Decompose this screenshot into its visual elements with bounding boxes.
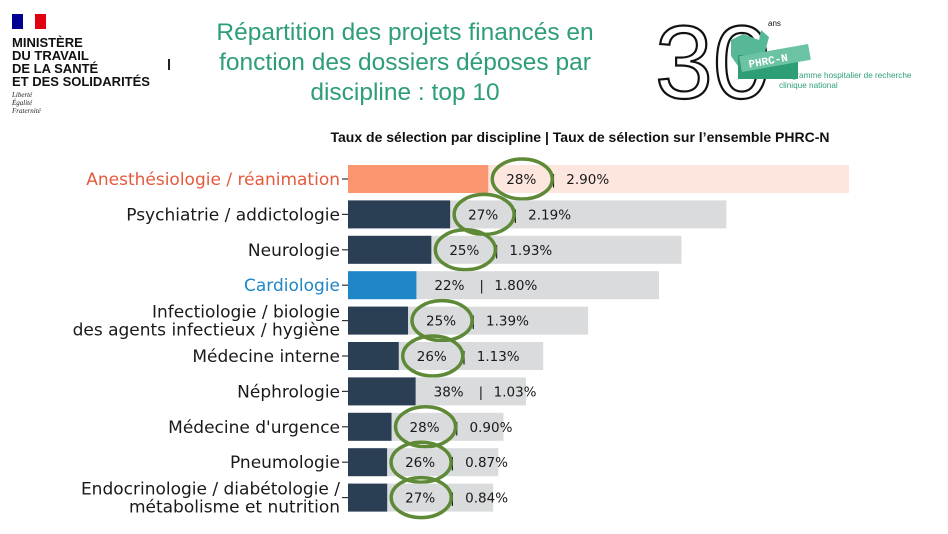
motto-line: Égalité xyxy=(12,99,33,107)
overall-rate-label: 0.90% xyxy=(470,420,513,436)
category-label: Anesthésiologie / réanimation xyxy=(86,170,340,190)
logo-caption-line: clinique national xyxy=(779,81,838,90)
label-separator: | xyxy=(479,384,484,400)
ministry-name: MINISTÈRE DU TRAVAIL DE LA SANTÉ ET DES … xyxy=(12,36,187,88)
selection-rate-label: 25% xyxy=(426,314,456,330)
ministry-name-line: DE LA SANTÉ xyxy=(12,61,99,76)
ministry-name-line: MINISTÈRE xyxy=(12,35,83,50)
highlight-circle xyxy=(389,475,453,520)
label-separator: | xyxy=(479,278,484,294)
bar-foreground xyxy=(348,306,409,335)
chart-subtitle: Taux de sélection par discipline | Taux … xyxy=(330,129,830,145)
bar-foreground xyxy=(348,271,417,300)
overall-rate-label: 1.80% xyxy=(494,278,537,294)
selection-rate-label: 38% xyxy=(434,384,464,400)
overall-rate-label: 0.84% xyxy=(465,491,508,507)
selection-rate-label: 28% xyxy=(506,172,536,188)
selection-rate-label: 28% xyxy=(410,420,440,436)
logo-caption-line: Programme hospitalier de recherche xyxy=(779,71,912,80)
bar-foreground xyxy=(348,235,432,264)
category-label: Cardiologie xyxy=(244,276,340,296)
bar-foreground xyxy=(348,377,416,406)
title-line: fonction des dossiers déposes par xyxy=(219,49,591,76)
category-label: Médecine interne xyxy=(192,347,340,367)
bar-foreground xyxy=(348,200,451,229)
overall-rate-label: 2.19% xyxy=(528,207,571,223)
category-label: Infectiologie / biologie des agents infec… xyxy=(73,303,340,341)
category-label: Endocrinologie / diabétologie / métabolis… xyxy=(81,480,340,518)
overall-rate-label: 1.93% xyxy=(509,243,552,259)
selection-rate-label: 25% xyxy=(449,243,479,259)
highlight-circle xyxy=(490,157,555,201)
overall-rate-label: 0.87% xyxy=(465,455,508,471)
category-label: Pneumologie xyxy=(230,453,340,473)
ministry-motto: Liberté Égalité Fraternité xyxy=(12,91,187,115)
bar-foreground xyxy=(348,412,392,441)
overall-rate-label: 1.39% xyxy=(486,314,529,330)
title-line: discipline : top 10 xyxy=(310,79,500,106)
highlight-circle xyxy=(410,298,474,343)
phrc-anniversary-logo: 30 ans PHRC-N Programme hospitalier de r… xyxy=(655,10,912,110)
highlight-circle xyxy=(401,334,465,378)
category-label: Psychiatrie / addictologie xyxy=(126,205,340,225)
highlight-circle xyxy=(393,405,458,449)
flag-white xyxy=(23,14,35,29)
category-label: Neurologie xyxy=(248,241,340,261)
title-line: Répartition des projets financés en xyxy=(216,19,594,46)
selection-rate-label: 27% xyxy=(405,491,435,507)
logo-superscript: ans xyxy=(768,19,781,28)
bar-foreground xyxy=(348,342,399,370)
overall-rate-label: 2.90% xyxy=(566,172,609,188)
bar-foreground xyxy=(348,165,489,193)
category-label: Médecine d'urgence xyxy=(168,418,340,438)
flag-red xyxy=(34,14,46,29)
discipline-bar-chart: Anesthésiologie / réanimation 28% | 2.90% Ps… xyxy=(73,157,849,520)
selection-rate-label: 22% xyxy=(434,278,464,294)
category-label: Néphrologie xyxy=(237,382,340,402)
bar-foreground xyxy=(348,448,388,477)
overall-rate-label: 1.03% xyxy=(494,384,537,400)
motto-line: Liberté xyxy=(12,91,33,99)
overall-rate-label: 1.13% xyxy=(477,349,520,365)
flag-blue xyxy=(12,14,24,29)
french-flag-icon xyxy=(12,14,46,29)
ministry-name-line: DU TRAVAIL xyxy=(12,48,89,63)
logo-badge-band xyxy=(739,44,811,72)
selection-rate-label: 26% xyxy=(405,455,435,471)
highlight-circle xyxy=(433,228,498,272)
selection-rate-label: 26% xyxy=(417,349,447,365)
motto-line: Fraternité xyxy=(12,107,41,115)
ministry-separator xyxy=(168,59,170,70)
slide-title: Répartition des projets financés en fonc… xyxy=(190,18,620,108)
highlight-circle xyxy=(389,440,453,484)
selection-rate-label: 27% xyxy=(468,207,498,223)
bar-foreground xyxy=(348,483,388,512)
ministry-name-line: ET DES SOLIDARITÉS xyxy=(12,74,150,89)
ministry-logo: MINISTÈRE DU TRAVAIL DE LA SANTÉ ET DES … xyxy=(12,14,187,115)
